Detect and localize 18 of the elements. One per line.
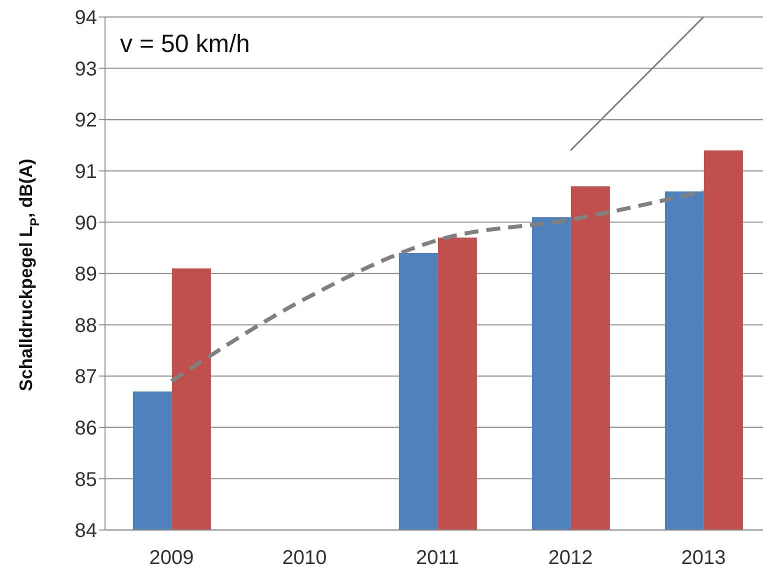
y-tick-label: 88 (74, 314, 97, 337)
y-tick-label: 87 (74, 366, 97, 388)
y-tick-label: 85 (74, 468, 97, 491)
x-tick-label: 2011 (416, 547, 460, 570)
y-tick-label: 84 (74, 520, 97, 542)
x-tick-label: 2009 (149, 547, 194, 570)
y-tick-label: 91 (74, 161, 97, 183)
y-tick-label: 92 (74, 110, 97, 132)
y-tick-label: 89 (74, 264, 97, 286)
line-series (170, 189, 706, 384)
y-tick-label: 93 (74, 58, 97, 80)
y-tick-label: 94 (74, 7, 97, 30)
x-tick-label: 2013 (681, 547, 726, 570)
y-tick-label: 90 (74, 212, 97, 234)
x-tick-label: 2010 (282, 547, 327, 570)
y-tick-label: 86 (74, 418, 97, 440)
x-tick-label: 2012 (548, 547, 593, 570)
annotation: v = 50 km/h (120, 30, 250, 59)
